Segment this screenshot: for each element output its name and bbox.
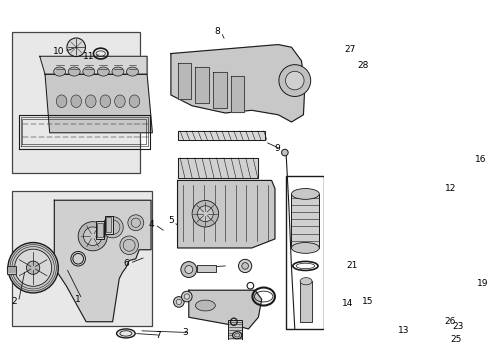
Text: 15: 15	[361, 297, 373, 306]
Text: 9: 9	[273, 144, 279, 153]
Ellipse shape	[97, 67, 109, 76]
Text: 16: 16	[473, 155, 485, 164]
Bar	[227, 320, 242, 340]
Ellipse shape	[195, 300, 215, 311]
Polygon shape	[40, 56, 147, 74]
Polygon shape	[177, 131, 264, 140]
Polygon shape	[54, 200, 151, 322]
Ellipse shape	[68, 67, 80, 76]
Circle shape	[127, 215, 143, 231]
Polygon shape	[195, 67, 208, 103]
Circle shape	[241, 263, 248, 269]
Text: 25: 25	[449, 335, 461, 344]
Circle shape	[26, 261, 40, 274]
Ellipse shape	[291, 189, 319, 199]
Bar	[106, 217, 111, 232]
Ellipse shape	[71, 95, 81, 108]
Polygon shape	[177, 158, 258, 178]
Bar	[12, 191, 152, 326]
Circle shape	[184, 266, 192, 274]
Text: 27: 27	[344, 45, 355, 54]
Circle shape	[102, 217, 123, 238]
Text: 12: 12	[444, 184, 455, 193]
Circle shape	[281, 149, 287, 156]
Circle shape	[246, 283, 253, 289]
Ellipse shape	[129, 95, 140, 108]
Bar	[104, 216, 112, 234]
Bar	[197, 265, 216, 272]
Ellipse shape	[85, 95, 96, 108]
Polygon shape	[188, 290, 261, 329]
Bar	[97, 223, 102, 237]
Text: 3: 3	[182, 328, 188, 337]
Text: 4: 4	[148, 220, 154, 229]
Polygon shape	[231, 76, 244, 112]
Bar	[12, 32, 140, 173]
Circle shape	[15, 249, 52, 286]
Ellipse shape	[100, 95, 110, 108]
Polygon shape	[177, 180, 274, 248]
Polygon shape	[213, 72, 226, 108]
Circle shape	[120, 236, 138, 255]
Ellipse shape	[300, 278, 311, 285]
Ellipse shape	[114, 95, 125, 108]
Bar	[7, 266, 16, 274]
Ellipse shape	[126, 67, 138, 76]
Text: 21: 21	[346, 261, 357, 270]
Text: 7: 7	[155, 331, 160, 340]
Text: 6: 6	[123, 259, 128, 268]
Circle shape	[83, 227, 102, 246]
Polygon shape	[177, 63, 190, 99]
Ellipse shape	[54, 67, 65, 76]
Text: 5: 5	[168, 216, 173, 225]
Text: 8: 8	[214, 27, 220, 36]
Circle shape	[238, 259, 251, 273]
Text: 11: 11	[83, 52, 94, 61]
Text: 26: 26	[444, 317, 455, 326]
Circle shape	[181, 291, 192, 302]
Text: 23: 23	[452, 322, 463, 331]
Ellipse shape	[232, 332, 241, 339]
Circle shape	[78, 222, 107, 251]
Polygon shape	[45, 74, 152, 133]
Bar	[285, 176, 323, 329]
Text: 1: 1	[75, 295, 81, 304]
Circle shape	[67, 38, 85, 57]
Circle shape	[184, 294, 189, 299]
Circle shape	[8, 243, 58, 293]
Text: 13: 13	[398, 326, 409, 335]
Circle shape	[197, 206, 213, 222]
Ellipse shape	[82, 67, 95, 76]
Bar	[300, 281, 311, 322]
Text: 14: 14	[342, 299, 353, 308]
Circle shape	[176, 299, 181, 305]
Circle shape	[173, 297, 184, 307]
Circle shape	[192, 201, 218, 227]
Ellipse shape	[116, 329, 135, 338]
Ellipse shape	[112, 67, 123, 76]
Text: 28: 28	[357, 61, 368, 70]
Bar	[96, 221, 104, 239]
Text: 10: 10	[52, 47, 64, 56]
Circle shape	[278, 65, 310, 96]
Ellipse shape	[56, 95, 67, 108]
Bar	[291, 194, 319, 248]
Text: 19: 19	[476, 279, 487, 288]
Circle shape	[181, 262, 196, 278]
Text: 2: 2	[12, 297, 18, 306]
Polygon shape	[171, 45, 304, 122]
Ellipse shape	[291, 243, 319, 253]
Circle shape	[285, 71, 304, 90]
